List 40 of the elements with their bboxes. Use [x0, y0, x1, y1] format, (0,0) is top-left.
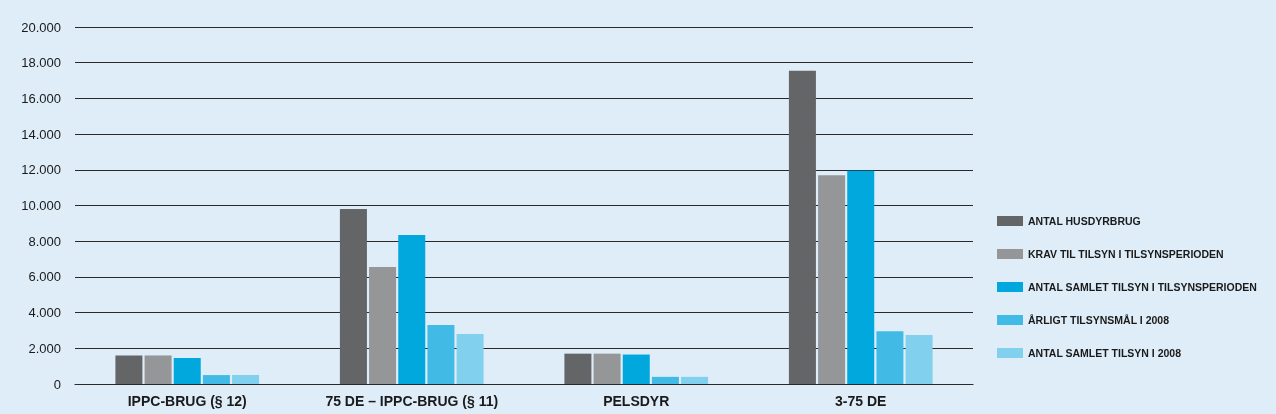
bar [369, 267, 397, 384]
y-tick-label: 16.000 [21, 90, 61, 106]
bar [905, 334, 933, 384]
bar [232, 375, 260, 384]
bar [651, 376, 679, 384]
y-tick-label: 8.000 [28, 233, 61, 249]
bar [115, 355, 143, 384]
bar [456, 334, 484, 384]
bar [564, 353, 592, 384]
bar [593, 353, 621, 384]
y-tick-label: 4.000 [28, 305, 61, 321]
legend-label: ÅRLIGT TILSYNSMÅL I 2008 [1028, 314, 1170, 326]
y-tick-label: 12.000 [21, 162, 61, 178]
legend-label: ANTAL SAMLET TILSYN I TILSYNSPERIODEN [1028, 281, 1257, 293]
bar [847, 170, 875, 384]
bar [173, 358, 201, 384]
bar [876, 331, 904, 384]
y-tick-label: 10.000 [21, 198, 61, 213]
x-tick-label: IPPC-BRUG (§ 12) [127, 393, 247, 409]
y-tick-label: 2.000 [28, 340, 61, 356]
y-tick-label: 14.000 [21, 126, 61, 142]
y-tick-label: 20.000 [21, 19, 61, 35]
bar [788, 70, 816, 384]
bar [398, 234, 426, 384]
legend-label: ANTAL HUSDYRBRUG [1028, 215, 1141, 227]
x-tick-label: 75 DE – IPPC-BRUG (§ 11) [325, 393, 499, 409]
bar [818, 175, 846, 384]
bar [622, 354, 650, 384]
legend-label: ANTAL SAMLET TILSYN I 2008 [1028, 347, 1182, 359]
y-tick-label: 6.000 [28, 269, 61, 285]
y-tick-label: 0 [53, 376, 61, 392]
bar [427, 325, 455, 384]
legend-label: KRAV TIL TILSYN I TILSYNSPERIODEN [1028, 248, 1224, 260]
x-tick-label: 3-75 DE [835, 393, 887, 409]
bar [339, 209, 367, 384]
bar [144, 355, 172, 384]
bar [202, 375, 230, 384]
y-tick-label: 18.000 [21, 55, 61, 71]
x-tick-label: PELSDYR [603, 393, 670, 409]
bar [681, 376, 709, 384]
